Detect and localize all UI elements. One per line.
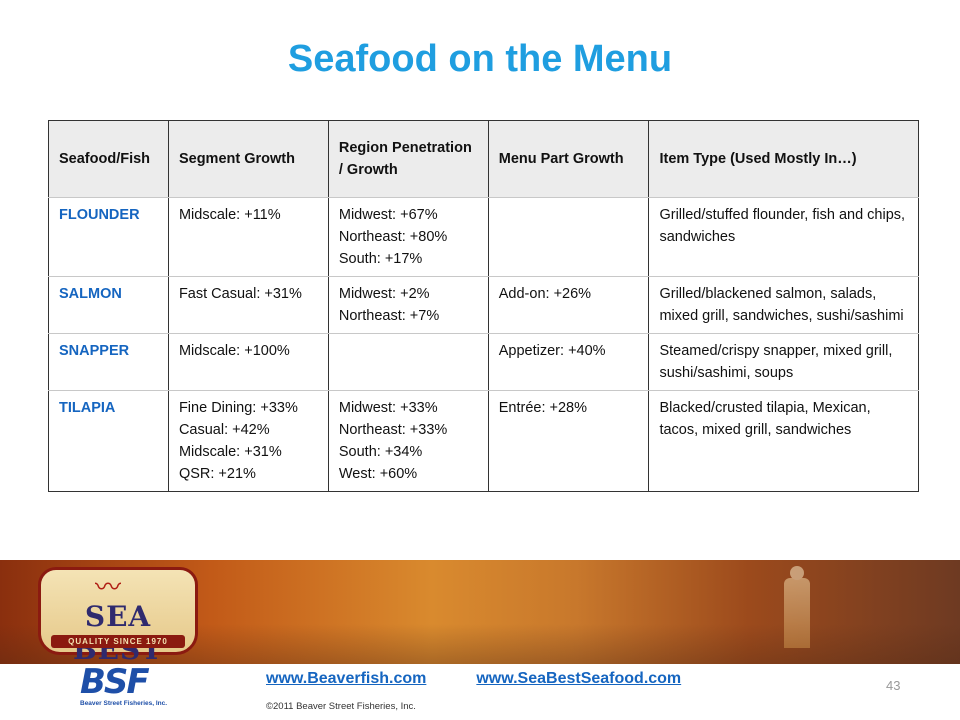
region-growth-cell-line: South: +34% bbox=[338, 444, 423, 460]
region-growth-cell-line: West: +60% bbox=[338, 466, 418, 482]
table-row: SALMON Fast Casual: +31% Midwest: +2% North… bbox=[48, 276, 919, 334]
seabest-logo: 〰 SEA BEST QUALITY SINCE 1970 bbox=[38, 567, 198, 666]
region-growth-cell-line: Northeast: +33% bbox=[338, 422, 448, 438]
seabest-brand: SEA BEST bbox=[72, 600, 164, 666]
header-seafood-fish: Seafood/Fish bbox=[48, 120, 169, 198]
segment-growth-cell: Midscale: +100% bbox=[167, 333, 329, 391]
fish-name-cell: SNAPPER bbox=[48, 333, 169, 391]
seagull-icon: 〰 bbox=[95, 572, 122, 602]
bsf-mark: BSF bbox=[80, 662, 150, 702]
table-row: FLOUNDER Midscale: +11% Midwest: +67% North… bbox=[48, 197, 919, 277]
slide-title: Seafood on the Menu bbox=[287, 38, 673, 80]
region-growth-cell-line: Midwest: +67% bbox=[338, 207, 438, 223]
header-menu-part-growth: Menu Part Growth bbox=[487, 120, 650, 198]
region-growth-cell-line: Midwest: +2% bbox=[338, 286, 430, 302]
segment-growth-cell-line: Midscale: +100% bbox=[178, 343, 290, 359]
region-growth-cell: Midwest: +2% Northeast: +7% bbox=[327, 276, 489, 334]
region-growth-cell: Midwest: +33% Northeast: +33% South: +34% W… bbox=[327, 390, 489, 492]
segment-growth-cell: Fast Casual: +31% bbox=[167, 276, 329, 334]
table-header-row: Seafood/Fish Segment Growth Region Penet… bbox=[48, 120, 919, 198]
segment-growth-cell-line: Fine Dining: +33% bbox=[178, 400, 298, 416]
region-growth-cell-line: Midwest: +33% bbox=[338, 400, 438, 416]
item-type-cell: Grilled/blackened salmon, salads, mixed … bbox=[648, 276, 919, 334]
header-segment-growth: Segment Growth bbox=[167, 120, 329, 198]
fish-name-cell: SALMON bbox=[48, 276, 169, 334]
region-growth-cell-line: Northeast: +7% bbox=[338, 308, 440, 324]
table-row: TILAPIA Fine Dining: +33% Casual: +42% Mids… bbox=[48, 390, 919, 492]
segment-growth-cell-line: Fast Casual: +31% bbox=[178, 286, 302, 302]
lighthouse-icon bbox=[784, 566, 810, 648]
region-growth-cell-line: Northeast: +80% bbox=[338, 229, 448, 245]
region-growth-cell-line: South: +17% bbox=[338, 251, 423, 267]
segment-growth-cell-line: Midscale: +31% bbox=[178, 444, 282, 460]
segment-growth-cell: Fine Dining: +33% Casual: +42% Midscale: +… bbox=[167, 390, 329, 492]
seabest-tagline: QUALITY SINCE 1970 bbox=[51, 635, 185, 648]
footer-links: www.Beaverfish.com www.SeaBestSeafood.com bbox=[266, 670, 731, 688]
fish-name-cell: FLOUNDER bbox=[48, 197, 169, 277]
fish-name-cell: TILAPIA bbox=[48, 390, 169, 492]
page-number: 43 bbox=[886, 678, 901, 693]
region-growth-cell bbox=[327, 333, 489, 391]
item-type-cell: Blacked/crusted tilapia, Mexican, tacos,… bbox=[648, 390, 919, 492]
copyright-text: ©2011 Beaver Street Fisheries, Inc. bbox=[266, 701, 416, 712]
header-region-penetration: Region Penetration / Growth bbox=[327, 120, 489, 198]
menu-part-cell bbox=[487, 197, 650, 277]
segment-growth-cell: Midscale: +11% bbox=[167, 197, 329, 277]
segment-growth-cell-line: QSR: +21% bbox=[178, 466, 256, 482]
bsf-logo: BSF Beaver Street Fisheries, Inc. bbox=[80, 662, 168, 716]
beaverfish-link[interactable]: www.Beaverfish.com bbox=[266, 670, 427, 687]
item-type-cell: Steamed/crispy snapper, mixed grill, sus… bbox=[648, 333, 919, 391]
item-type-cell: Grilled/stuffed flounder, fish and chips… bbox=[648, 197, 919, 277]
seafood-table: Seafood/Fish Segment Growth Region Penet… bbox=[48, 120, 919, 492]
menu-part-cell: Appetizer: +40% bbox=[487, 333, 650, 391]
region-growth-cell: Midwest: +67% Northeast: +80% South: +17% bbox=[327, 197, 489, 277]
bsf-company-name: Beaver Street Fisheries, Inc. bbox=[80, 700, 168, 707]
header-item-type: Item Type (Used Mostly In…) bbox=[648, 120, 919, 198]
segment-growth-cell-line: Casual: +42% bbox=[178, 422, 270, 438]
menu-part-cell: Add-on: +26% bbox=[487, 276, 650, 334]
segment-growth-cell-line: Midscale: +11% bbox=[178, 207, 281, 223]
menu-part-cell: Entrée: +28% bbox=[487, 390, 650, 492]
seabestseafood-link[interactable]: www.SeaBestSeafood.com bbox=[476, 670, 682, 687]
table-row: SNAPPER Midscale: +100% Appetizer: +40% Ste… bbox=[48, 333, 919, 391]
